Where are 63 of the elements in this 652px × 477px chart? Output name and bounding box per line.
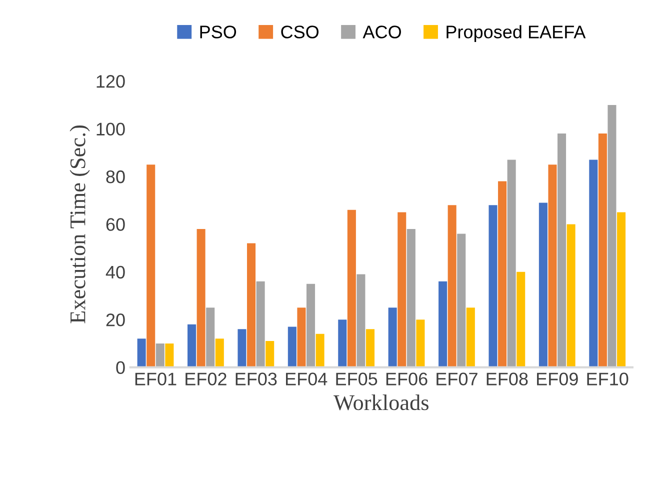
bar: [548, 164, 557, 368]
bar: [366, 329, 375, 368]
bar: [288, 326, 296, 368]
bar: [165, 343, 174, 368]
bar: [247, 243, 256, 368]
bar: [466, 308, 475, 368]
x-tick-label: EF03: [236, 372, 277, 386]
bar: [589, 160, 598, 368]
x-tick-label: EF05: [336, 372, 378, 386]
bar: [507, 160, 516, 368]
y-tick-label: 100: [96, 122, 125, 136]
bar: [457, 234, 466, 368]
y-tick-label: 40: [106, 266, 125, 279]
legend-label: ACO: [362, 26, 401, 38]
bar: [256, 281, 265, 368]
bar: [438, 281, 448, 368]
bar: [398, 212, 406, 368]
y-tick-label: 80: [106, 170, 125, 184]
bar: [516, 272, 526, 368]
bar: [498, 181, 507, 368]
x-tick-label: EF08: [486, 372, 528, 386]
bar: [146, 164, 156, 368]
x-tick-label: EF06: [386, 372, 428, 386]
bar: [196, 228, 206, 368]
bar: [388, 308, 397, 368]
bar: [297, 308, 306, 368]
y-tick-label: 60: [106, 218, 125, 231]
y-tick-label: 20: [106, 314, 125, 326]
bar: [558, 134, 566, 368]
bar: [416, 320, 425, 368]
bar: [448, 205, 456, 368]
bar: [356, 274, 366, 368]
y-tick-label: 0: [116, 361, 125, 374]
bar: [306, 284, 316, 368]
bar: [266, 341, 274, 368]
x-tick-label: EF10: [587, 372, 628, 386]
bar: [538, 202, 548, 368]
x-tick-label: EF09: [537, 372, 578, 386]
x-axis-title: Workloads: [334, 394, 428, 410]
bar: [215, 338, 224, 368]
bar: [137, 338, 146, 368]
bar: [617, 212, 626, 368]
x-tick-label: EF04: [286, 372, 328, 386]
y-axis-title: Execution Time (Sec.): [70, 125, 90, 324]
bar: [598, 134, 607, 368]
bar: [338, 320, 347, 368]
bar: [188, 324, 196, 368]
bar: [566, 224, 576, 368]
legend-label: PSO: [200, 26, 236, 38]
bar: [406, 228, 416, 368]
x-tick-label: EF07: [436, 372, 478, 386]
legend-label: CSO: [281, 26, 319, 38]
bar: [608, 104, 616, 368]
y-tick-label: 120: [96, 75, 125, 88]
bar: [316, 334, 324, 368]
x-tick-label: EF01: [135, 372, 176, 386]
bar: [347, 210, 356, 368]
x-tick-label: EF02: [186, 372, 226, 386]
bar: [238, 329, 246, 368]
bar: [156, 343, 164, 368]
legend-label: Proposed EAEFA: [446, 25, 586, 42]
bar: [206, 308, 215, 368]
bar: [488, 205, 498, 368]
